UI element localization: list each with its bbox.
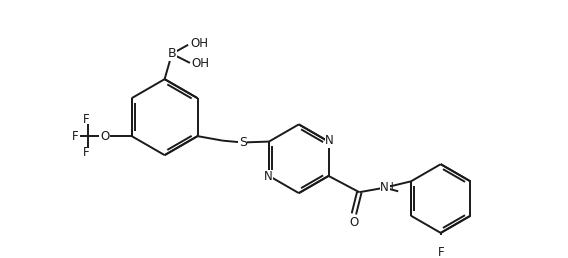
Text: O: O (100, 130, 109, 143)
Text: F: F (83, 113, 90, 126)
Text: F: F (437, 246, 444, 258)
Text: N: N (380, 181, 389, 194)
Text: O: O (349, 216, 358, 229)
Text: B: B (168, 47, 176, 60)
Text: H: H (386, 182, 394, 192)
Text: F: F (83, 146, 90, 159)
Text: OH: OH (192, 57, 210, 70)
Text: F: F (72, 130, 79, 143)
Text: S: S (239, 136, 247, 149)
Text: N: N (325, 134, 334, 147)
Text: OH: OH (190, 37, 208, 50)
Text: N: N (264, 170, 273, 183)
